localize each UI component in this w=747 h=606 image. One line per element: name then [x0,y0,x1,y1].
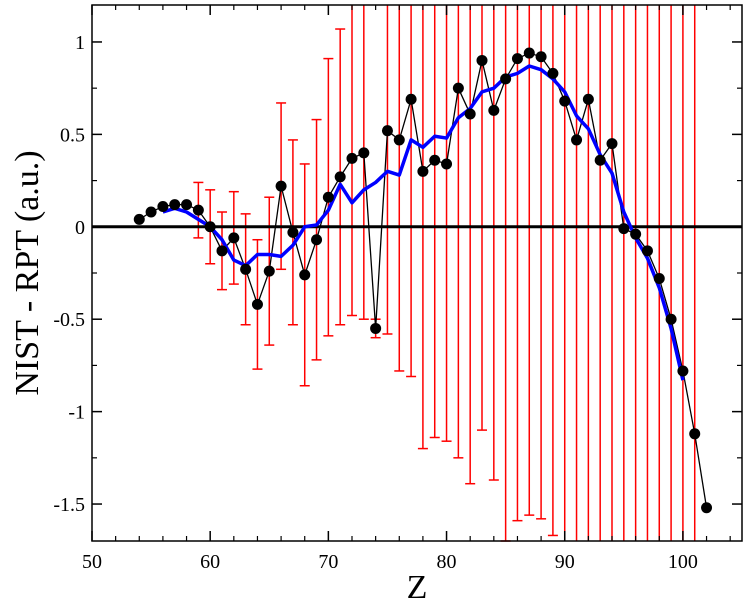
data-point [299,269,311,281]
data-point [500,73,512,85]
data-point [251,298,263,310]
plot-frame [91,4,743,542]
data-point [275,180,287,192]
x-tick-label: 50 [82,551,102,573]
data-point [488,104,500,116]
data-point [157,200,169,212]
x-tick-label: 60 [200,551,220,573]
data-point [618,223,630,235]
data-point [263,265,275,277]
data-point [547,67,559,79]
data-point [240,263,252,275]
data-point [689,428,701,440]
data-point [535,51,547,63]
data-point [322,191,334,203]
y-tick-label: 0 [75,217,85,239]
y-tick-label: 0.5 [60,124,85,146]
data-point [169,199,181,211]
data-point [511,53,523,65]
data-point [192,204,204,216]
data-point [429,154,441,166]
data-point [334,171,346,183]
data-point [641,245,653,257]
data-point [370,322,382,334]
data-point [346,152,358,164]
data-point [216,245,228,257]
data-point [523,47,535,59]
data-point [606,138,618,150]
data-point [228,232,240,244]
data-point [287,226,299,238]
x-tick-label: 100 [668,551,698,573]
axis-ticks: 50 60 70 80 90 100 -1.5 -1 -0.5 0 0.5 1 [53,5,742,573]
data-point [653,273,665,285]
data-point [476,54,488,66]
x-tick-label: 90 [555,551,575,573]
data-point [311,234,323,246]
data-point [417,165,429,177]
data-point [358,147,370,159]
data-point [559,95,571,107]
x-tick-label: 80 [437,551,457,573]
data-point [393,134,405,146]
data-point [582,93,594,105]
y-tick-label: -1.5 [53,494,85,516]
data-point [145,206,157,218]
fit-series-line [162,64,685,381]
data-point [571,134,583,146]
data-point [181,199,193,211]
y-axis-label: NIST - RPT (a.u.) [9,150,46,395]
data-point [452,82,464,94]
data-point [594,154,606,166]
y-tick-label: -0.5 [53,309,85,331]
data-point [381,125,393,137]
x-axis-label: Z [407,569,428,606]
data-point [701,502,713,514]
data-point [133,213,145,225]
y-tick-label: -1 [68,402,85,424]
data-point [677,365,689,377]
data-point [405,93,417,105]
data-point [204,221,216,233]
data-point [464,108,476,120]
data-points [133,47,713,514]
data-point [630,228,642,240]
x-tick-label: 70 [318,551,338,573]
y-tick-label: 1 [75,32,85,54]
data-point [441,158,453,170]
data-point [665,313,677,325]
